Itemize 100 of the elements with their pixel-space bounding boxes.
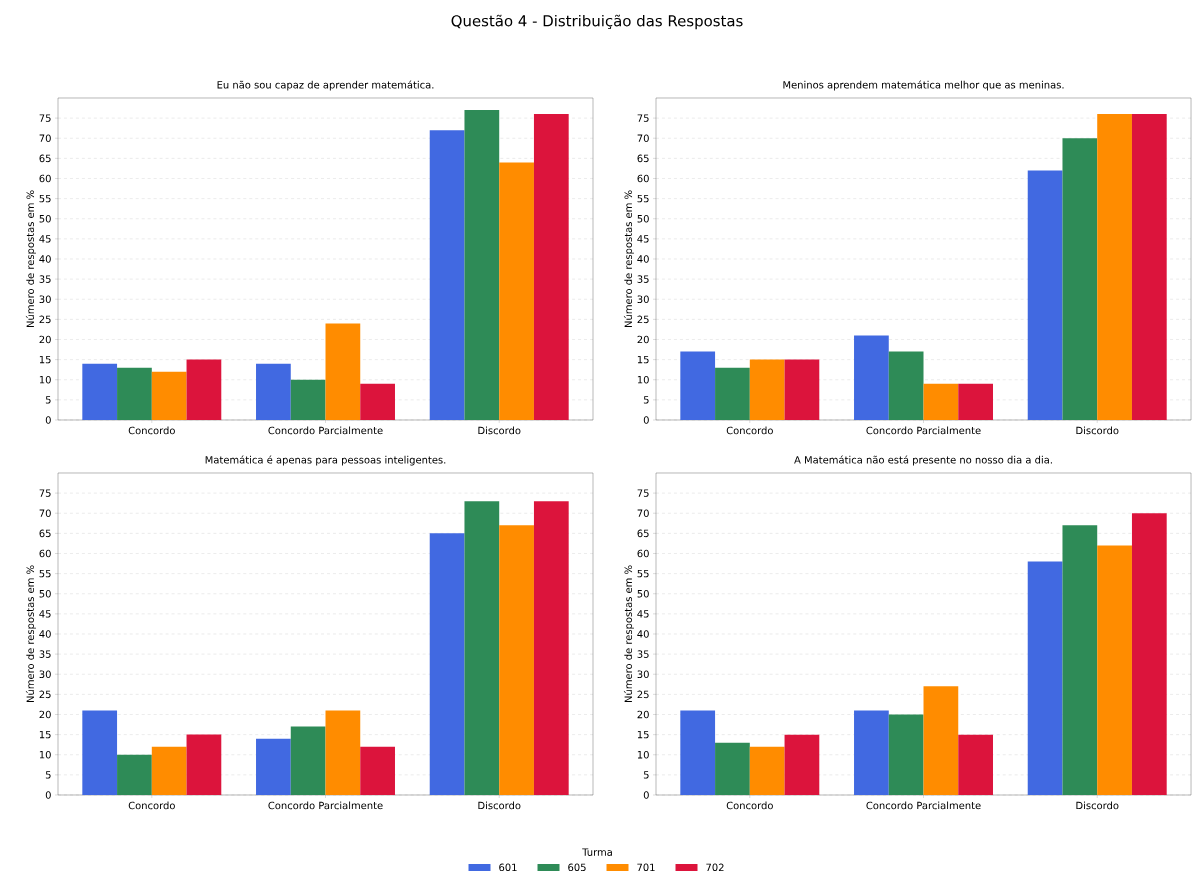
x-tick-label: Concordo Parcialmente xyxy=(866,426,981,435)
bar xyxy=(533,114,569,420)
bar xyxy=(360,383,395,420)
bar xyxy=(325,710,361,795)
y-tick-label: 30 xyxy=(637,670,649,679)
y-tick-label: 50 xyxy=(39,214,51,223)
text: Questão 4 - Distribuição das Respostas xyxy=(451,14,743,30)
legend-title: Turma xyxy=(582,848,612,856)
x-tick-label: Concordo Parcialmente xyxy=(268,426,383,435)
x-tick-label: Concordo Parcialmente xyxy=(268,801,383,810)
bar xyxy=(923,383,959,420)
bar xyxy=(256,738,291,795)
legend-label: 702 xyxy=(706,863,724,872)
bar xyxy=(715,367,750,420)
y-tick-label: 60 xyxy=(39,174,51,183)
x-tick-label: Discordo xyxy=(478,801,521,810)
y-tick-label: 45 xyxy=(39,235,51,243)
y-tick-label: 35 xyxy=(39,650,51,658)
bar xyxy=(117,754,152,795)
y-tick-label: 5 xyxy=(643,771,649,779)
y-tick-label: 40 xyxy=(39,255,51,263)
y-tick-label: 0 xyxy=(643,416,649,424)
y-tick-label: 70 xyxy=(39,134,51,143)
y-tick-label: 55 xyxy=(637,194,649,203)
x-tick-label: Concordo xyxy=(128,801,175,810)
y-tick-label: 40 xyxy=(637,255,649,263)
bar xyxy=(715,742,750,795)
y-tick-label: 5 xyxy=(45,396,51,404)
bar xyxy=(1131,513,1167,795)
bar xyxy=(784,734,820,795)
x-tick-label: Concordo Parcialmente xyxy=(866,801,981,810)
y-tick-label: 35 xyxy=(39,275,51,283)
y-axis-title: Número de respostas em % xyxy=(623,190,634,328)
bar xyxy=(1131,114,1167,420)
bar xyxy=(680,710,716,795)
y-tick-label: 70 xyxy=(637,509,649,518)
bar xyxy=(429,130,465,420)
bar xyxy=(888,351,924,420)
legend-label: 605 xyxy=(568,863,586,872)
bar xyxy=(464,501,500,795)
chart-title: Eu não sou capaz de aprender matemática. xyxy=(217,80,434,91)
y-tick-label: 25 xyxy=(637,315,649,324)
y-tick-label: 15 xyxy=(637,730,649,739)
bar xyxy=(499,525,534,795)
bar xyxy=(958,383,993,420)
y-tick-label: 0 xyxy=(45,791,51,799)
x-tick-label: Concordo xyxy=(726,426,773,435)
y-tick-label: 15 xyxy=(39,730,51,739)
y-tick-label: 10 xyxy=(637,375,649,384)
bar xyxy=(290,726,326,795)
y-tick-label: 75 xyxy=(637,489,649,497)
bar xyxy=(749,359,785,420)
y-tick-label: 65 xyxy=(39,529,51,538)
bar xyxy=(1027,561,1063,795)
y-tick-label: 30 xyxy=(39,295,51,304)
bar xyxy=(888,714,924,795)
y-tick-label: 20 xyxy=(637,335,649,344)
y-tick-label: 0 xyxy=(45,416,51,424)
chart-title: A Matemática não está presente no nosso dia a dia. xyxy=(794,455,1052,466)
y-tick-label: 45 xyxy=(637,235,649,243)
y-tick-label: 60 xyxy=(637,174,649,183)
bar xyxy=(749,746,785,795)
bar xyxy=(256,363,291,420)
y-tick-label: 15 xyxy=(39,355,51,364)
y-tick-label: 55 xyxy=(39,569,51,578)
bar xyxy=(464,110,500,420)
y-tick-label: 55 xyxy=(637,569,649,578)
y-tick-label: 60 xyxy=(637,549,649,558)
bar xyxy=(923,686,959,795)
bar xyxy=(533,501,569,795)
y-tick-label: 35 xyxy=(637,275,649,283)
y-tick-label: 75 xyxy=(637,114,649,122)
bar xyxy=(784,359,820,420)
y-tick-label: 40 xyxy=(39,630,51,638)
y-tick-label: 5 xyxy=(643,396,649,404)
bar xyxy=(360,746,395,795)
y-tick-label: 30 xyxy=(637,295,649,304)
y-tick-label: 25 xyxy=(637,690,649,699)
x-tick-label: Concordo xyxy=(128,426,175,435)
y-tick-label: 50 xyxy=(637,589,649,598)
y-tick-label: 45 xyxy=(39,610,51,618)
bar xyxy=(1097,545,1132,795)
y-tick-label: 50 xyxy=(39,589,51,598)
y-tick-label: 25 xyxy=(39,315,51,324)
y-tick-label: 10 xyxy=(637,750,649,759)
bar xyxy=(1062,525,1098,795)
y-axis-title: Número de respostas em % xyxy=(25,565,36,703)
y-tick-label: 65 xyxy=(637,529,649,538)
y-tick-label: 10 xyxy=(39,750,51,759)
y-tick-label: 70 xyxy=(39,509,51,518)
y-tick-label: 20 xyxy=(637,710,649,719)
y-tick-label: 50 xyxy=(637,214,649,223)
chart-title: Meninos aprendem matemática melhor que as meninas. xyxy=(783,80,1064,91)
y-tick-label: 25 xyxy=(39,690,51,699)
y-tick-label: 55 xyxy=(39,194,51,203)
y-tick-label: 40 xyxy=(637,630,649,638)
y-tick-label: 30 xyxy=(39,670,51,679)
bar xyxy=(854,335,889,420)
bar xyxy=(1027,170,1063,420)
bar xyxy=(680,351,716,420)
